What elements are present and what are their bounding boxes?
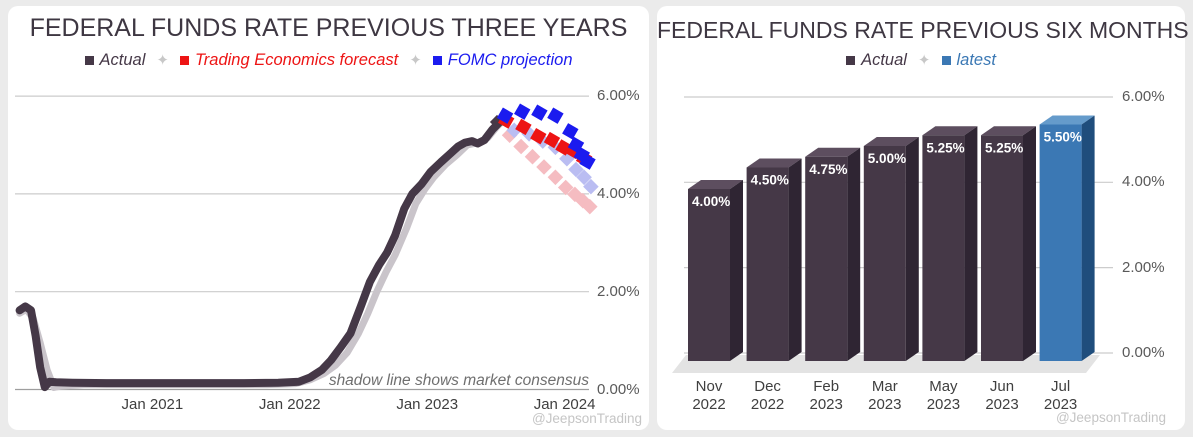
bar-nov-2022: 4.00% <box>688 180 743 361</box>
bar-value-label: 4.50% <box>751 173 789 188</box>
line-chart-canvas <box>15 95 599 392</box>
x-tick-label-Jan-2023: Jan 2023 <box>396 396 459 413</box>
legend-swatch-icon <box>846 55 856 65</box>
bar-may-2023: 5.25% <box>922 126 978 361</box>
x-tick-label-mar-2023: Mar 2023 <box>868 378 902 413</box>
legend-six-months: Actual ✦ latest <box>657 49 1185 71</box>
bar-jun-2023: 5.25% <box>981 126 1036 361</box>
chart-title-three-years: FEDERAL FUNDS RATE PREVIOUS THREE YEARS <box>29 14 628 42</box>
y-tick-label-2.00%: 2.00% <box>1122 258 1165 276</box>
x-tick-label-Jan-2024: Jan 2024 <box>533 396 596 413</box>
y-tick-label-6.00%: 6.00% <box>1122 87 1165 105</box>
legend-label: Trading Economics forecast <box>194 50 399 69</box>
x-tick-label-nov-2022: Nov 2022 <box>692 378 726 413</box>
y-tick-label-6.00%: 6.00% <box>597 87 640 105</box>
y-tick-label-4.00%: 4.00% <box>597 184 640 202</box>
legend-swatch-icon <box>84 55 94 65</box>
bar-dec-2022: 4.50% <box>746 158 802 361</box>
x-tick-label-may-2023: May 2023 <box>926 378 961 413</box>
x-tick-label-jul-2023: Jul 2023 <box>1043 378 1078 413</box>
legend-label: latest <box>956 50 996 69</box>
y-tick-label-4.00%: 4.00% <box>1122 173 1165 191</box>
watermark-right: @JeepsonTrading <box>1055 410 1166 425</box>
x-tick-label-feb-2023: Feb 2023 <box>809 378 843 413</box>
x-tick-label-Jan-2022: Jan 2022 <box>258 396 321 413</box>
bar-value-label: 5.25% <box>985 140 1023 155</box>
legend-label: Actual <box>99 50 146 69</box>
bar-mar-2023: 5.00% <box>863 137 919 361</box>
bar-chart-canvas: 4.00% 4.50% 4.75% 5.00% 5.25% 5.25% 5.50% <box>672 96 1113 373</box>
series-market-consensus-shadow <box>16 117 507 391</box>
bar-jul-2023: 5.50% <box>1039 115 1095 361</box>
bar-value-label: 5.00% <box>868 151 906 166</box>
bar-value-label: 4.00% <box>692 194 730 209</box>
legend-label: FOMC projection <box>447 50 573 69</box>
legend-item-actual: Actual <box>84 50 146 70</box>
legend-separator-diamond-icon: ✦ <box>156 52 169 69</box>
legend-item-trading-economics-forecast: Trading Economics forecast <box>179 50 399 70</box>
bar-value-label: 5.25% <box>926 140 964 155</box>
x-tick-label-dec-2022: Dec 2022 <box>750 378 785 413</box>
legend-item-actual: Actual <box>846 51 907 70</box>
legend-label: Actual <box>861 50 907 69</box>
chart-title-six-months: FEDERAL FUNDS RATE PREVIOUS SIX MONTHS <box>657 17 1189 43</box>
legend-three-years: Actual ✦ Trading Economics forecast ✦ FOMC p… <box>8 49 649 71</box>
panel-fed-funds-three-years: FEDERAL FUNDS RATE PREVIOUS THREE YEARS … <box>8 6 649 430</box>
x-tick-label-jun-2023: Jun 2023 <box>985 378 1019 413</box>
shadow-line-annotation: shadow line shows market consensus <box>328 372 589 389</box>
y-tick-label-0.00%: 0.00% <box>597 380 640 398</box>
x-tick-label-Jan-2021: Jan 2021 <box>121 396 184 413</box>
legend-separator-diamond-icon: ✦ <box>917 52 931 69</box>
bar-value-label: 5.50% <box>1044 130 1082 145</box>
y-tick-label-2.00%: 2.00% <box>597 282 640 300</box>
legend-swatch-icon <box>432 55 442 65</box>
legend-swatch-icon <box>941 55 951 65</box>
legend-item-latest: latest <box>941 50 996 70</box>
legend-item-fomc-projection: FOMC projection <box>432 50 573 70</box>
bar-value-label: 4.75% <box>809 162 847 177</box>
bar-feb-2023: 4.75% <box>805 147 861 361</box>
y-tick-label-0.00%: 0.00% <box>1122 344 1165 361</box>
legend-swatch-icon <box>179 55 189 65</box>
series-fomc-projection <box>496 103 596 170</box>
series-actual <box>15 116 507 392</box>
panel-fed-funds-six-months: FEDERAL FUNDS RATE PREVIOUS SIX MONTHS A… <box>657 6 1189 430</box>
legend-separator-diamond-icon: ✦ <box>409 52 422 69</box>
watermark-left: @JeepsonTrading <box>531 411 642 426</box>
